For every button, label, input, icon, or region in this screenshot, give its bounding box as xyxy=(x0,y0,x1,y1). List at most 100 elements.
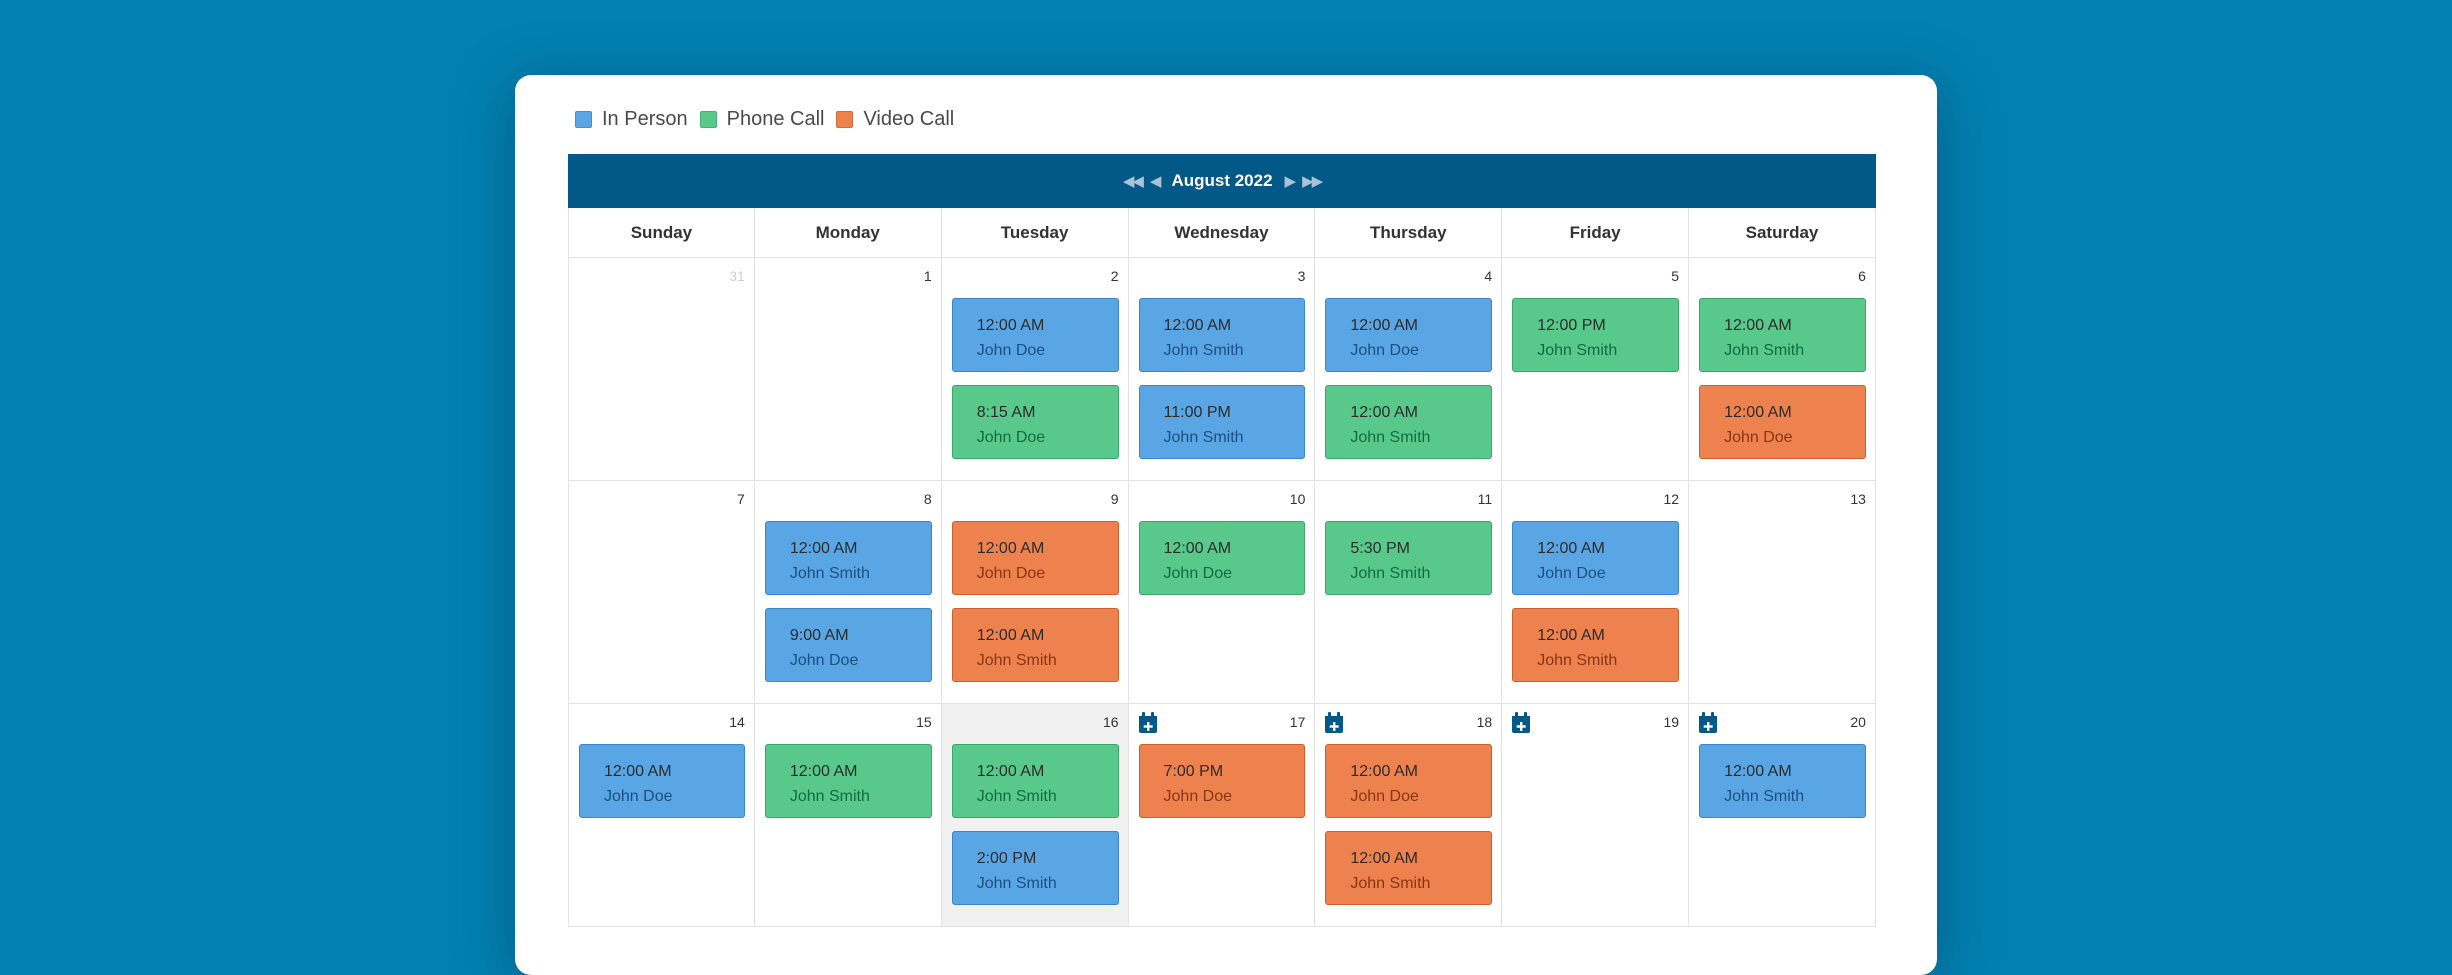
day-cell[interactable]: 2 12:00 AM John Doe 8:15 AM John Doe xyxy=(941,258,1129,481)
event-in-person[interactable]: 12:00 AM John Doe xyxy=(579,744,745,818)
double-chevron-left-icon[interactable]: ◀◀ xyxy=(1122,173,1144,190)
calendar-add-icon[interactable] xyxy=(1698,712,1718,734)
event-time: 12:00 AM xyxy=(1350,404,1418,421)
day-number: 7 xyxy=(737,491,745,507)
day-cell[interactable]: 15 12:00 AM John Smith xyxy=(754,704,942,927)
day-cell[interactable]: 10 12:00 AM John Doe xyxy=(1128,481,1316,704)
event-name: John Doe xyxy=(1350,788,1419,805)
day-cell[interactable]: 3 12:00 AM John Smith 11:00 PM John Smith xyxy=(1128,258,1316,481)
chevron-left-icon[interactable]: ◀ xyxy=(1149,173,1161,190)
day-cell[interactable]: 11 5:30 PM John Smith xyxy=(1315,481,1503,704)
calendar-header: ◀◀ ◀ August 2022 ▶ ▶▶ xyxy=(568,154,1876,208)
event-time: 12:00 AM xyxy=(1537,627,1605,644)
legend-label: Video Call xyxy=(863,107,955,130)
event-video[interactable]: 7:00 PM John Doe xyxy=(1138,744,1306,818)
day-number: 2 xyxy=(1110,268,1119,284)
day-number: 5 xyxy=(1671,268,1680,284)
day-of-week-header: Sunday Monday Tuesday Wednesday Thursday Frid… xyxy=(568,208,1876,258)
day-cell[interactable]: 14 12:00 AM John Doe xyxy=(568,704,755,927)
event-video[interactable]: 12:00 AM John Smith xyxy=(1512,608,1680,682)
day-number: 12 xyxy=(1663,491,1680,507)
event-in-person[interactable]: 12:00 AM John Smith xyxy=(1699,744,1866,818)
event-phone[interactable]: 12:00 PM John Smith xyxy=(1512,298,1680,372)
day-of-week-friday: Friday xyxy=(1502,208,1690,258)
event-video[interactable]: 12:00 AM John Smith xyxy=(1325,831,1493,905)
event-in-person[interactable]: 12:00 AM John Doe xyxy=(951,298,1119,372)
event-time: 12:00 AM xyxy=(976,627,1045,644)
day-cell[interactable]: 1 xyxy=(754,258,942,481)
event-phone[interactable]: 12:00 AM John Smith xyxy=(764,744,932,818)
calendar-add-icon[interactable] xyxy=(1511,712,1531,734)
legend-swatch-in-person xyxy=(575,110,592,128)
chevron-right-icon[interactable]: ▶ xyxy=(1284,173,1296,190)
event-list: 12:00 PM John Smith xyxy=(1512,298,1680,385)
event-time: 11:00 PM xyxy=(1163,404,1231,421)
event-in-person[interactable]: 9:00 AM John Doe xyxy=(764,608,932,682)
event-phone[interactable]: 12:00 AM John Smith xyxy=(1699,298,1866,372)
event-video[interactable]: 12:00 AM John Doe xyxy=(1325,744,1493,818)
day-cell[interactable]: 18 12:00 AM John Doe 12:00 AM John Smith xyxy=(1315,704,1503,927)
event-in-person[interactable]: 11:00 PM John Smith xyxy=(1138,385,1306,459)
event-time: 12:00 AM xyxy=(1350,763,1418,780)
event-name: John Smith xyxy=(1537,652,1618,669)
event-name: John Smith xyxy=(1537,342,1618,359)
day-cell[interactable]: 17 7:00 PM John Doe xyxy=(1128,704,1316,927)
day-cell[interactable]: 5 12:00 PM John Smith xyxy=(1502,258,1690,481)
month-title: August 2022 xyxy=(1171,171,1273,190)
day-cell[interactable]: 20 12:00 AM John Smith xyxy=(1689,704,1876,927)
event-phone[interactable]: 5:30 PM John Smith xyxy=(1325,521,1493,595)
event-video[interactable]: 12:00 AM John Doe xyxy=(1699,385,1866,459)
event-name: John Smith xyxy=(1350,565,1431,582)
event-list: 12:00 AM John Doe xyxy=(579,744,745,831)
event-in-person[interactable]: 12:00 AM John Doe xyxy=(1325,298,1493,372)
event-in-person[interactable]: 2:00 PM John Smith xyxy=(951,831,1119,905)
day-number: 8 xyxy=(923,491,932,507)
event-time: 12:00 AM xyxy=(1350,317,1418,334)
event-time: 12:00 PM xyxy=(1537,317,1606,334)
event-list: 7:00 PM John Doe xyxy=(1138,744,1306,831)
day-cell[interactable]: 9 12:00 AM John Doe 12:00 AM John Smith xyxy=(941,481,1129,704)
day-cell[interactable]: 19 xyxy=(1502,704,1690,927)
event-time: 12:00 AM xyxy=(976,540,1045,557)
event-time: 12:00 AM xyxy=(604,763,672,780)
day-number: 9 xyxy=(1110,491,1119,507)
event-name: John Doe xyxy=(1537,565,1606,582)
event-name: John Smith xyxy=(1163,342,1244,359)
event-video[interactable]: 12:00 AM John Doe xyxy=(951,521,1119,595)
event-in-person[interactable]: 12:00 AM John Smith xyxy=(1138,298,1306,372)
day-number: 6 xyxy=(1858,268,1866,284)
event-in-person[interactable]: 12:00 AM John Smith xyxy=(764,521,932,595)
event-name: John Smith xyxy=(789,788,870,805)
event-phone[interactable]: 12:00 AM John Smith xyxy=(951,744,1119,818)
day-cell[interactable]: 8 12:00 AM John Smith 9:00 AM John Doe xyxy=(754,481,942,704)
legend-swatch-video-call xyxy=(836,110,854,128)
event-name: John Doe xyxy=(604,788,673,805)
day-cell[interactable]: 6 12:00 AM John Smith 12:00 AM John Doe xyxy=(1689,258,1876,481)
day-cell[interactable]: 4 12:00 AM John Doe 12:00 AM John Smith xyxy=(1315,258,1503,481)
event-name: John Smith xyxy=(976,788,1057,805)
event-phone[interactable]: 12:00 AM John Doe xyxy=(1138,521,1306,595)
day-cell[interactable]: 13 xyxy=(1689,481,1876,704)
day-number: 20 xyxy=(1850,714,1866,730)
day-of-week-thursday: Thursday xyxy=(1315,208,1503,258)
event-name: John Doe xyxy=(976,565,1046,582)
calendar-add-icon[interactable] xyxy=(1324,712,1344,734)
event-video[interactable]: 12:00 AM John Smith xyxy=(951,608,1119,682)
event-phone[interactable]: 8:15 AM John Doe xyxy=(951,385,1119,459)
day-cell[interactable]: 12 12:00 AM John Doe 12:00 AM John Smith xyxy=(1502,481,1690,704)
calendar-add-icon[interactable] xyxy=(1138,712,1158,734)
event-phone[interactable]: 12:00 AM John Smith xyxy=(1325,385,1493,459)
day-cell[interactable]: 31 xyxy=(568,258,755,481)
week-row: 14 12:00 AM John Doe 15 12:00 AM John Smith 16… xyxy=(568,704,1876,927)
day-cell[interactable]: 16 12:00 AM John Smith 2:00 PM John Smith xyxy=(941,704,1129,927)
double-chevron-right-icon[interactable]: ▶▶ xyxy=(1302,173,1323,190)
event-list: 12:00 AM John Smith 11:00 PM John Smith xyxy=(1138,298,1306,472)
day-of-week-wednesday: Wednesday xyxy=(1128,208,1316,258)
event-in-person[interactable]: 12:00 AM John Doe xyxy=(1512,521,1680,595)
day-number: 3 xyxy=(1297,268,1306,284)
event-time: 12:00 AM xyxy=(1724,404,1792,421)
calendar-nav: ◀◀ ◀ August 2022 ▶ ▶▶ xyxy=(1119,171,1325,191)
week-row: 7 8 12:00 AM John Smith 9:00 AM John Doe 9 12:0… xyxy=(568,481,1876,704)
day-cell[interactable]: 7 xyxy=(568,481,755,704)
event-list: 12:00 AM John Smith xyxy=(764,744,932,831)
